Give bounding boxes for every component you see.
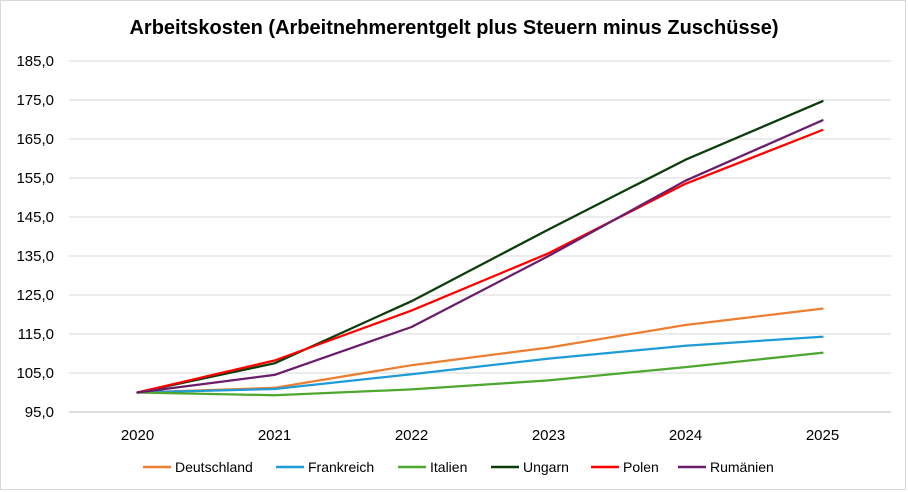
y-tick-label: 175,0 (16, 92, 54, 109)
y-tick-label: 115,0 (18, 326, 54, 343)
legend-label: Ungarn (523, 459, 569, 475)
y-tick-label: 165,0 (16, 131, 54, 148)
y-tick-label: 185,0 (16, 53, 54, 70)
chart-title: Arbeitskosten (Arbeitnehmerentgelt plus … (129, 17, 778, 39)
series-line-rumänien (136, 119, 824, 394)
series-line-italien (136, 351, 824, 397)
series-layer (136, 100, 824, 397)
series-line-polen (136, 128, 824, 394)
x-tick-label: 2020 (121, 427, 154, 444)
legend-label: Rumänien (710, 459, 774, 475)
y-tick-label: 145,0 (16, 209, 54, 226)
y-tick-label: 95,0 (25, 404, 54, 421)
grid-layer (69, 60, 891, 413)
x-tick-label: 2021 (258, 427, 291, 444)
y-axis-ticks: 95,0 105,0 115,0 125,0 135,0 145,0 155,0 165,0 1… (16, 53, 54, 421)
x-tick-label: 2025 (806, 427, 839, 444)
y-tick-label: 125,0 (16, 287, 54, 304)
y-tick-label: 105,0 (16, 365, 54, 382)
y-tick-label: 155,0 (16, 170, 54, 187)
x-tick-label: 2022 (395, 427, 428, 444)
series-line-frankreich (136, 335, 824, 394)
legend-label: Deutschland (175, 459, 253, 475)
x-tick-label: 2023 (532, 427, 565, 444)
x-axis-ticks: 2020 2021 2022 2023 2024 2025 (121, 427, 839, 444)
series-line-ungarn (136, 100, 824, 394)
legend-label: Polen (623, 459, 659, 475)
legend-label: Italien (430, 459, 467, 475)
legend-label: Frankreich (308, 459, 374, 475)
y-tick-label: 135,0 (16, 248, 54, 265)
legend: Deutschland Frankreich Italien Ungarn Polen R… (143, 459, 774, 475)
x-tick-label: 2024 (669, 427, 702, 444)
